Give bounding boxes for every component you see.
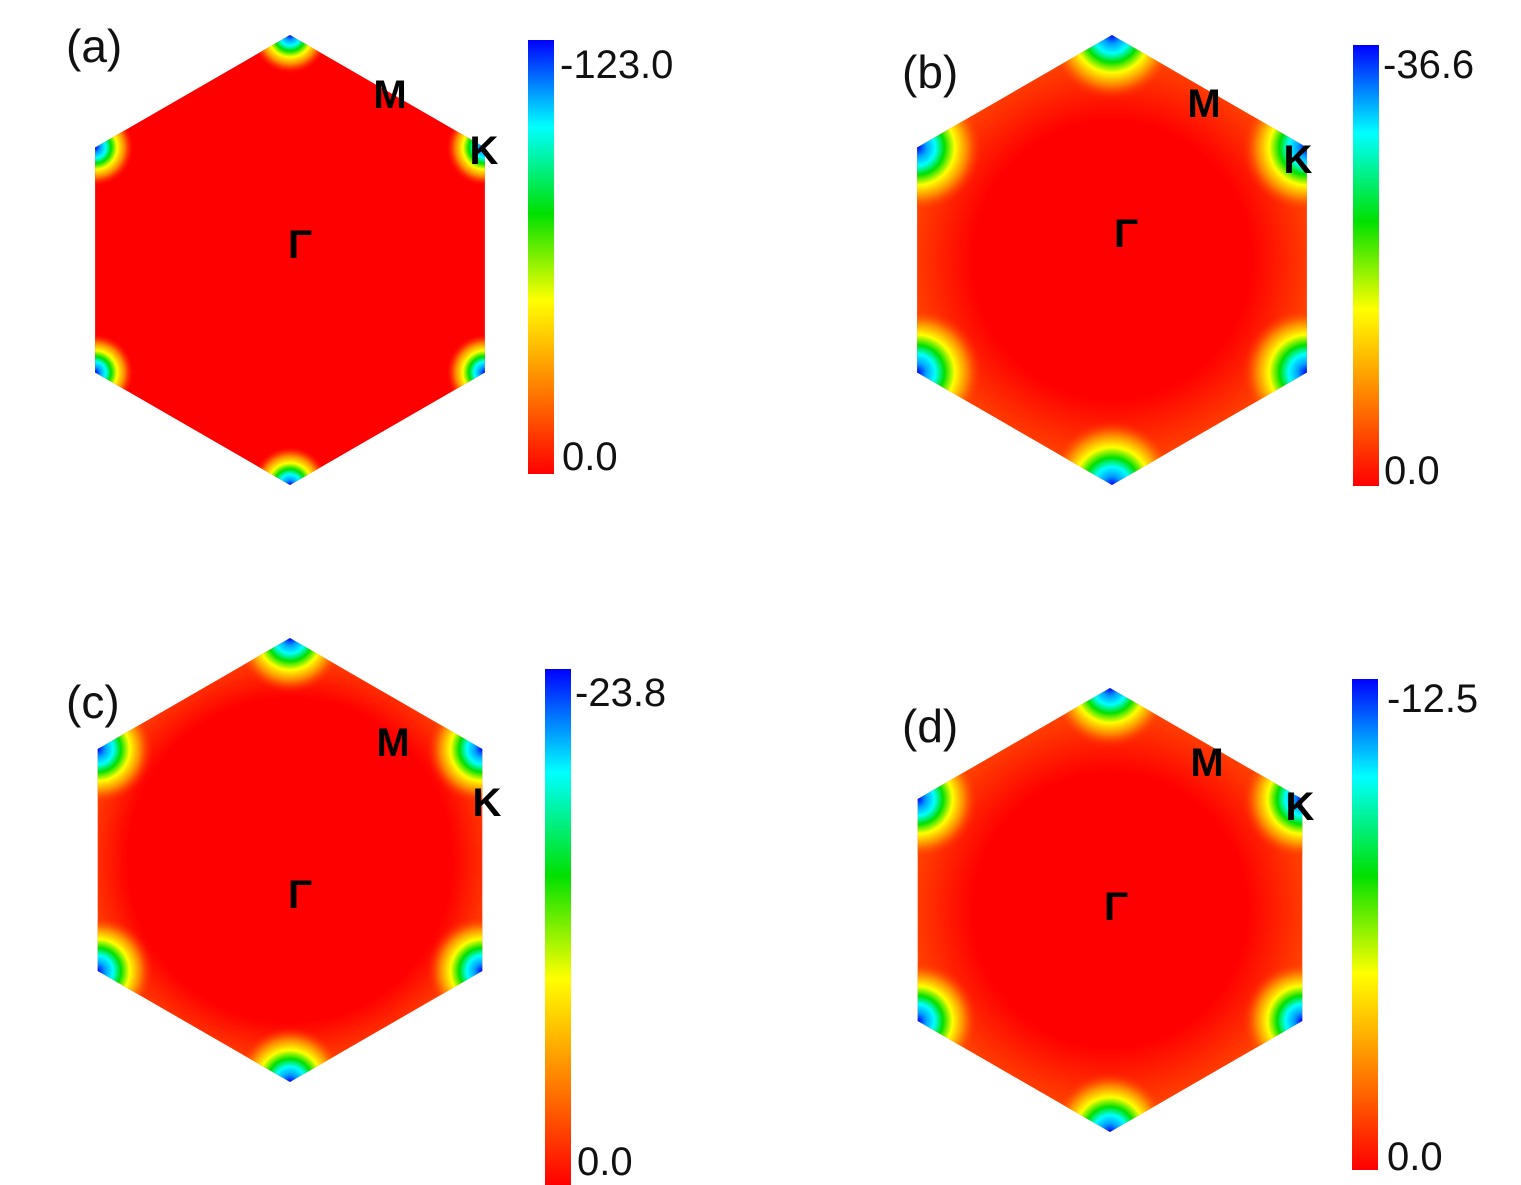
k-point-pocket bbox=[97, 916, 153, 1026]
k-point-pocket bbox=[1050, 1072, 1170, 1132]
k-point-pocket bbox=[446, 334, 485, 411]
k-point-pocket bbox=[917, 961, 978, 1081]
gamma-point-label: Γ bbox=[288, 873, 312, 917]
panel-label: (d) bbox=[902, 700, 958, 752]
k-point-label: K bbox=[1284, 138, 1313, 182]
k-point-pocket bbox=[1047, 35, 1177, 100]
colorbar-min-label: 0.0 bbox=[1387, 1135, 1443, 1179]
k-point-pocket bbox=[917, 82, 983, 213]
panel-b-svg: (b) M K Γ -36.6 0.0 bbox=[902, 35, 1474, 493]
gamma-point-label: Γ bbox=[1104, 885, 1128, 929]
colorbar-min-label: 0.0 bbox=[577, 1140, 633, 1184]
colorbar-min-label: 0.0 bbox=[562, 435, 618, 479]
gamma-point-label: Γ bbox=[288, 223, 312, 267]
panel-a: (a) M K Γ -123.0 0.0 bbox=[0, 0, 760, 560]
gamma-point-label: Γ bbox=[1114, 212, 1138, 256]
colorbar-max-label: -12.5 bbox=[1387, 677, 1478, 721]
k-point-pocket bbox=[252, 35, 328, 73]
panel-c-svg: (c) M K Γ -23.8 0.0 bbox=[66, 638, 666, 1185]
colorbar-min-label: 0.0 bbox=[1384, 449, 1440, 493]
k-point-pocket bbox=[95, 109, 134, 186]
k-point-pocket bbox=[917, 739, 978, 859]
colorbar bbox=[1352, 679, 1378, 1170]
panel-d: (d) M K Γ -12.5 0.0 bbox=[760, 610, 1521, 1185]
colorbar-max-label: -123.0 bbox=[560, 43, 673, 87]
colorbar bbox=[528, 40, 554, 474]
k-point-label: K bbox=[1286, 785, 1315, 829]
k-point-pocket bbox=[95, 334, 134, 411]
k-point-pocket bbox=[235, 638, 345, 693]
panel-b: (b) M K Γ -36.6 0.0 bbox=[760, 0, 1521, 560]
m-point-label: M bbox=[1187, 82, 1220, 126]
panel-label: (b) bbox=[902, 46, 958, 98]
k-point-pocket bbox=[235, 1027, 345, 1082]
brillouin-zone-hexagon bbox=[917, 688, 1303, 1132]
brillouin-zone-hexagon bbox=[917, 35, 1307, 485]
k-point-pocket bbox=[917, 307, 983, 438]
m-point-label: M bbox=[376, 721, 409, 765]
brillouin-zone-hexagon bbox=[97, 638, 483, 1082]
k-point-pocket bbox=[1242, 961, 1303, 1081]
m-point-label: M bbox=[373, 73, 406, 117]
k-point-pocket bbox=[1050, 688, 1170, 748]
brillouin-zone-hexagon bbox=[95, 35, 485, 485]
k-point-label: K bbox=[473, 781, 502, 825]
panel-d-svg: (d) M K Γ -12.5 0.0 bbox=[902, 677, 1478, 1179]
k-point-label: K bbox=[470, 129, 499, 173]
panel-label: (a) bbox=[66, 20, 122, 72]
panel-c: (c) M K Γ -23.8 0.0 bbox=[0, 610, 760, 1185]
panel-label: (c) bbox=[66, 676, 120, 728]
k-point-pocket bbox=[1241, 307, 1307, 438]
colorbar-max-label: -23.8 bbox=[575, 671, 666, 715]
k-point-pocket bbox=[1047, 420, 1177, 485]
colorbar bbox=[1353, 45, 1379, 486]
m-point-label: M bbox=[1190, 741, 1223, 785]
k-point-pocket bbox=[252, 447, 328, 485]
panel-a-svg: (a) M K Γ -123.0 0.0 bbox=[66, 20, 673, 485]
k-point-pocket bbox=[427, 916, 483, 1026]
colorbar-max-label: -36.6 bbox=[1383, 43, 1474, 87]
colorbar bbox=[545, 669, 571, 1185]
